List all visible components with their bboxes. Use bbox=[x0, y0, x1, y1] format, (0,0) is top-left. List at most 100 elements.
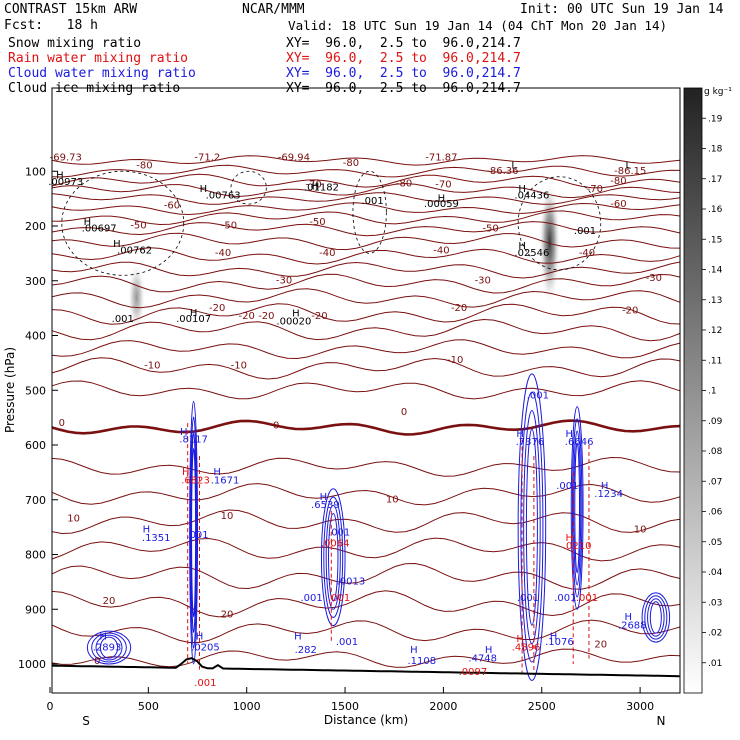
cloud-water-contour-4-2 bbox=[95, 634, 123, 661]
isotherm-line-14 bbox=[51, 318, 681, 342]
model-title: CONTRAST 15km ARW bbox=[4, 2, 138, 17]
local-extremum-marker-15: H bbox=[143, 525, 151, 536]
isotherm-label-33: -10 bbox=[231, 360, 247, 371]
cloud-water-contour-2-2 bbox=[523, 410, 541, 645]
local-extremum-marker-3: L bbox=[626, 161, 632, 172]
isotherm-label-34: -10 bbox=[447, 355, 463, 366]
cloud-water-contour-3-1 bbox=[571, 418, 583, 598]
cloud-water-contour-4-3 bbox=[99, 636, 119, 659]
colorbar-label-14: .05 bbox=[708, 538, 722, 548]
isotherm-line-4 bbox=[51, 192, 681, 205]
maximum-value-label-23: .001 bbox=[328, 593, 350, 604]
isotherm-label-27: -20 bbox=[239, 311, 255, 322]
isotherm-line-9 bbox=[51, 247, 681, 265]
colorbar-label-10: .09 bbox=[708, 417, 723, 427]
local-extremum-marker-8: H bbox=[113, 239, 121, 250]
isotherm-label-12: -70 bbox=[587, 184, 603, 195]
isotherm-line-25 bbox=[51, 648, 681, 668]
isotherm-line-20 bbox=[51, 509, 681, 535]
maximum-value-label-4: .00059 bbox=[424, 199, 459, 210]
maximum-value-label-10: .001 bbox=[112, 314, 134, 325]
isotherm-line-0 bbox=[51, 155, 681, 166]
colorbar-label-15: .04 bbox=[708, 568, 723, 578]
maximum-value-label-38: .001 bbox=[517, 593, 539, 604]
y-tick-label-5: 600 bbox=[25, 439, 46, 452]
local-extremum-marker-4: H bbox=[200, 184, 208, 195]
isotherm-line-7 bbox=[51, 221, 681, 237]
isotherm-line-19 bbox=[51, 483, 681, 506]
cloud-ice-contour-3 bbox=[517, 176, 602, 271]
isotherm-label-42: 20 bbox=[103, 596, 116, 607]
isotherm-label-40: 10 bbox=[386, 494, 399, 505]
maximum-value-label-25: .0205 bbox=[191, 642, 220, 653]
maximum-value-label-13: .8117 bbox=[179, 434, 208, 445]
freezing-level-line bbox=[51, 419, 681, 436]
x-axis-label: Distance (km) bbox=[324, 713, 408, 727]
isotherm-label-2: -69.94 bbox=[278, 152, 310, 163]
isotherm-line-5 bbox=[51, 202, 681, 216]
isotherm-label-26: -20 bbox=[209, 303, 225, 314]
field-cloudwater-name: Cloud water mixing ratio bbox=[8, 66, 196, 81]
isotherm-label-21: -40 bbox=[579, 248, 595, 259]
isotherm-line-18 bbox=[51, 456, 681, 477]
snow-maximum-0 bbox=[127, 261, 146, 333]
x-axis-left-end: S bbox=[82, 714, 90, 728]
maximum-value-label-6: .00697 bbox=[82, 223, 117, 234]
isotherm-label-19: -40 bbox=[215, 248, 231, 259]
isotherm-label-5: -86.15 bbox=[614, 166, 646, 177]
isotherm-label-3: -71.87 bbox=[425, 152, 457, 163]
isotherm-label-11: -70 bbox=[435, 180, 451, 191]
local-extremum-marker-22: H bbox=[196, 631, 204, 642]
local-extremum-marker-2: L bbox=[511, 161, 517, 172]
isotherm-label-8: -80 bbox=[396, 179, 412, 190]
colorbar-label-2: .17 bbox=[708, 175, 722, 185]
local-extremum-marker-1: H bbox=[312, 181, 320, 192]
local-extremum-marker-20: H bbox=[566, 533, 574, 544]
maximum-value-label-43: .4896 bbox=[512, 642, 541, 653]
local-extremum-marker-0: H bbox=[56, 170, 64, 181]
y-tick-label-4: 500 bbox=[25, 384, 46, 397]
x-tick-label-5: 2500 bbox=[528, 700, 556, 713]
isotherm-label-39: 10 bbox=[221, 511, 234, 522]
colorbar-label-5: .14 bbox=[708, 266, 723, 276]
local-extremum-marker-18: H bbox=[566, 429, 574, 440]
isotherm-label-32: -10 bbox=[144, 360, 160, 371]
y-tick-label-1: 200 bbox=[25, 220, 46, 233]
maximum-value-label-35: .001 bbox=[556, 481, 578, 492]
local-extremum-marker-11: H bbox=[292, 308, 300, 319]
colorbar-label-16: .03 bbox=[708, 598, 722, 608]
cloud-water-contour-4-0 bbox=[86, 630, 132, 665]
colorbar-label-11: .08 bbox=[708, 447, 723, 457]
isotherm-label-4: -86.36 bbox=[486, 166, 518, 177]
cloud-ice-contour-2 bbox=[352, 170, 387, 254]
y-axis-label: Pressure (hPa) bbox=[3, 347, 17, 433]
isotherm-label-43: 20 bbox=[221, 609, 234, 620]
maximum-value-label-5: .04436 bbox=[514, 191, 549, 202]
field-rain-xy: XY= 96.0, 2.5 to 96.0,214.7 bbox=[286, 51, 521, 66]
cloud-water-contour-0-1 bbox=[189, 416, 198, 649]
isotherm-label-10: -70 bbox=[305, 180, 321, 191]
isotherm-label-22: -40 bbox=[319, 248, 335, 259]
isotherm-line-15 bbox=[51, 339, 681, 360]
maximum-value-label-15: .1671 bbox=[211, 475, 240, 486]
isotherm-line-16 bbox=[51, 357, 681, 380]
isotherm-label-23: -30 bbox=[276, 275, 292, 286]
y-tick-label-7: 800 bbox=[25, 549, 46, 562]
cloud-water-contour-5-2 bbox=[647, 598, 665, 637]
field-cloudwater-xy: XY= 96.0, 2.5 to 96.0,214.7 bbox=[286, 66, 521, 81]
y-tick-label-8: 900 bbox=[25, 603, 46, 616]
maximum-value-label-2: .01182 bbox=[304, 182, 339, 193]
isotherm-label-37: 0 bbox=[401, 407, 407, 418]
colorbar-label-0: .19 bbox=[708, 114, 723, 124]
colorbar-label-18: .01 bbox=[708, 659, 722, 669]
local-extremum-marker-9: H bbox=[518, 241, 526, 252]
isotherm-line-10 bbox=[51, 261, 681, 279]
maximum-value-label-7: .001 bbox=[574, 226, 596, 237]
local-extremum-marker-10: H bbox=[190, 308, 198, 319]
local-extremum-marker-19: H bbox=[601, 481, 609, 492]
maximum-value-label-0: .00973 bbox=[48, 177, 83, 188]
isotherm-label-29: -20 bbox=[311, 311, 327, 322]
x-tick-label-2: 1000 bbox=[233, 700, 261, 713]
y-tick-label-6: 700 bbox=[25, 494, 46, 507]
valid-time: Valid: 18 UTC Sun 19 Jan 14 (04 ChT Mon … bbox=[288, 18, 668, 33]
